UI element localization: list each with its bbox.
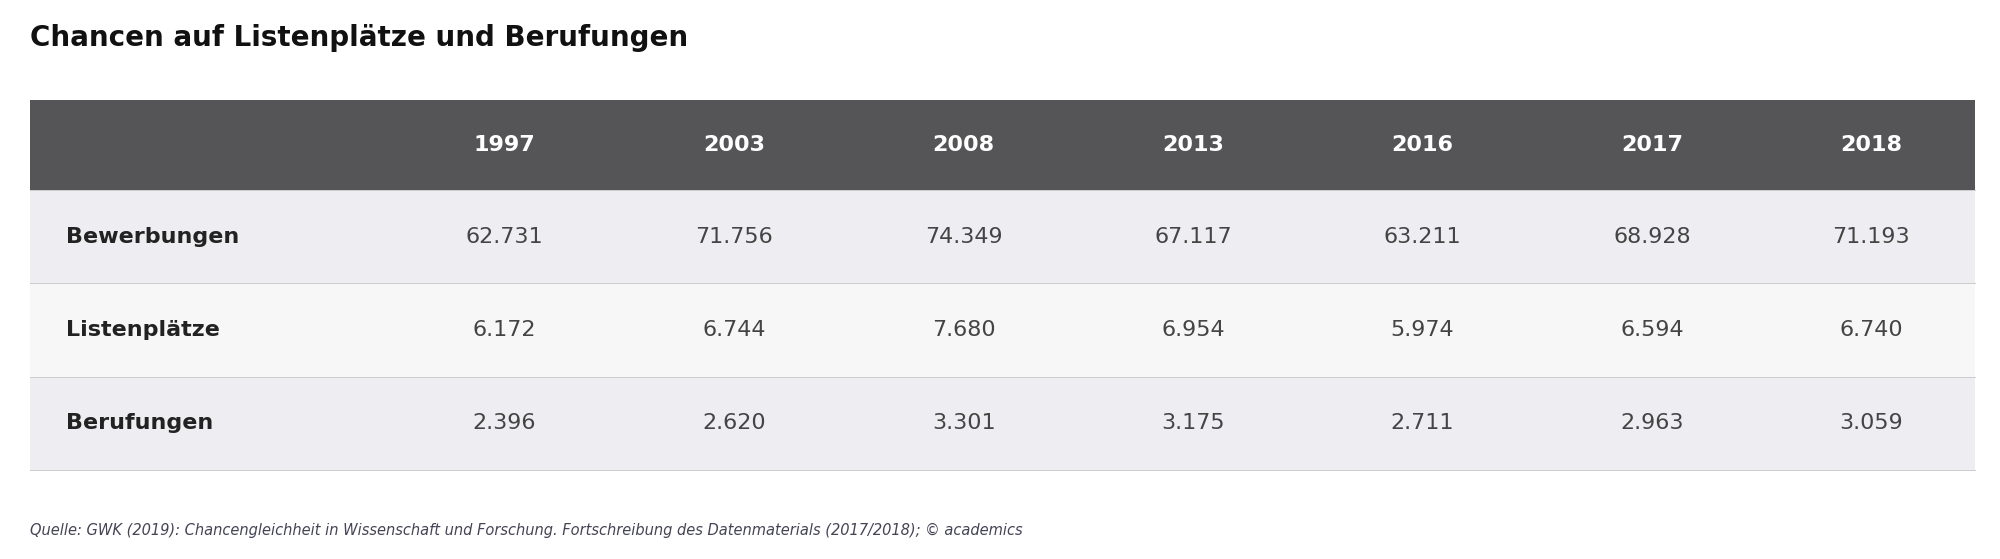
Text: 2016: 2016: [1392, 135, 1454, 155]
Text: 1997: 1997: [474, 135, 536, 155]
Text: 71.193: 71.193: [1832, 226, 1910, 247]
Text: 3.175: 3.175: [1162, 413, 1224, 433]
Text: 2.711: 2.711: [1390, 413, 1454, 433]
Text: 3.301: 3.301: [932, 413, 996, 433]
Text: Chancen auf Listenplätze und Berufungen: Chancen auf Listenplätze und Berufungen: [30, 24, 688, 52]
Text: 6.594: 6.594: [1620, 320, 1684, 340]
Text: Listenplätze: Listenplätze: [66, 320, 220, 340]
Text: 2017: 2017: [1622, 135, 1684, 155]
Text: 74.349: 74.349: [924, 226, 1002, 247]
Text: 7.680: 7.680: [932, 320, 996, 340]
Text: 6.740: 6.740: [1840, 320, 1902, 340]
Text: 6.744: 6.744: [702, 320, 766, 340]
Text: 2.963: 2.963: [1620, 413, 1684, 433]
Text: 2003: 2003: [704, 135, 766, 155]
Text: 63.211: 63.211: [1384, 226, 1462, 247]
Text: 6.954: 6.954: [1162, 320, 1224, 340]
Text: 2018: 2018: [1840, 135, 1902, 155]
Text: 2.620: 2.620: [702, 413, 766, 433]
Text: 62.731: 62.731: [466, 226, 544, 247]
Text: Quelle: GWK (2019): Chancengleichheit in Wissenschaft und Forschung. Fortschreib: Quelle: GWK (2019): Chancengleichheit in…: [30, 523, 1022, 538]
Text: 2013: 2013: [1162, 135, 1224, 155]
Text: 68.928: 68.928: [1614, 226, 1690, 247]
Text: 2.396: 2.396: [472, 413, 536, 433]
Text: 2008: 2008: [932, 135, 994, 155]
Text: 71.756: 71.756: [696, 226, 772, 247]
Text: 67.117: 67.117: [1154, 226, 1232, 247]
Text: 6.172: 6.172: [472, 320, 536, 340]
Text: Bewerbungen: Bewerbungen: [66, 226, 240, 247]
Text: Berufungen: Berufungen: [66, 413, 214, 433]
Text: 3.059: 3.059: [1840, 413, 1902, 433]
Text: 5.974: 5.974: [1390, 320, 1454, 340]
